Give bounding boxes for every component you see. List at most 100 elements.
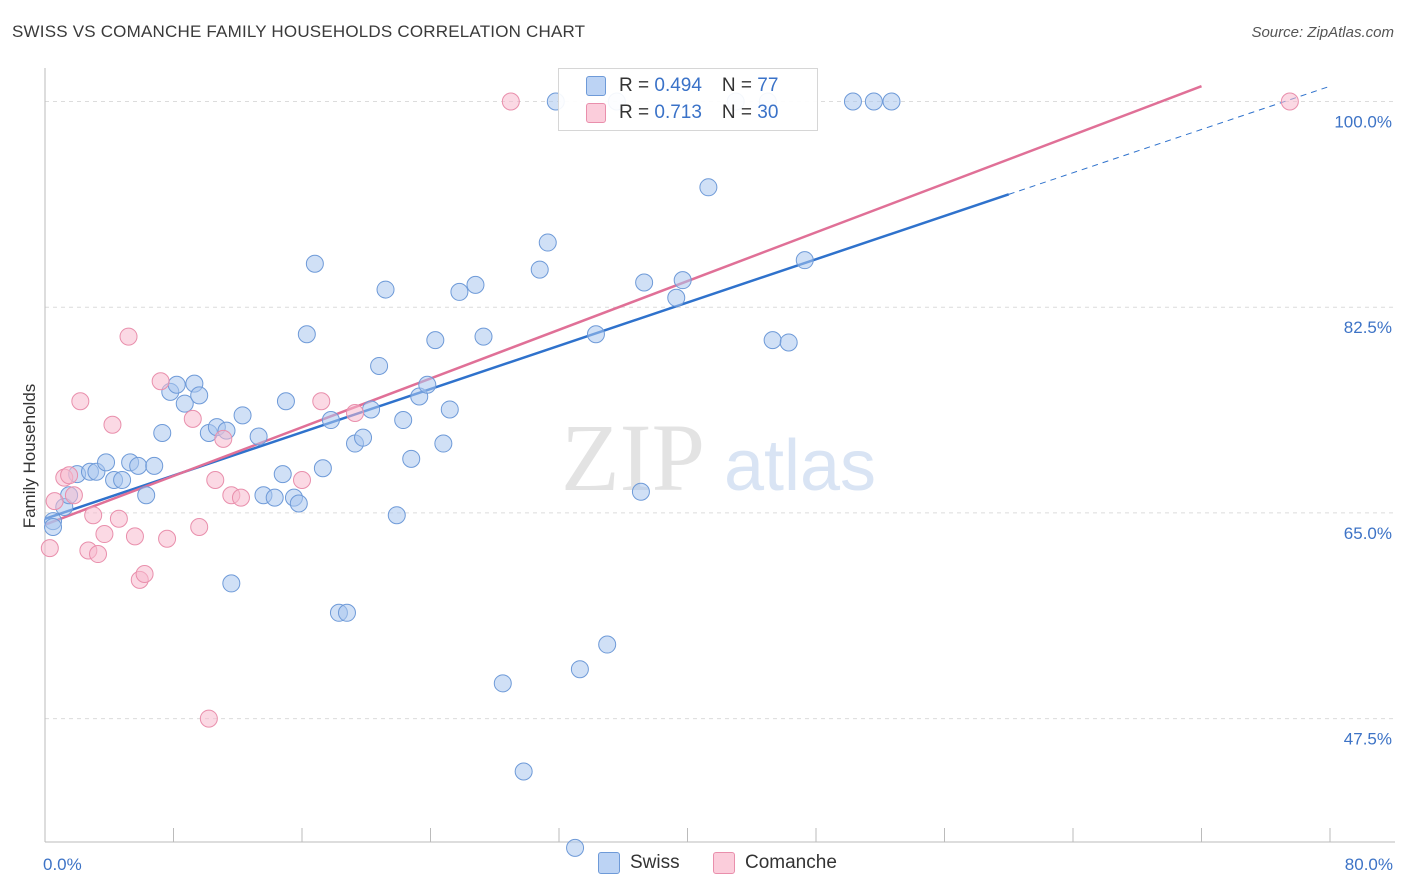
comanche-point xyxy=(64,486,83,505)
swiss-point xyxy=(763,331,782,350)
swiss-point xyxy=(362,400,381,419)
swiss-point xyxy=(474,327,493,346)
swiss-point xyxy=(305,254,324,273)
swiss-point xyxy=(673,271,692,290)
chart-title: SWISS VS COMANCHE FAMILY HOUSEHOLDS CORR… xyxy=(12,22,586,41)
comanche-point xyxy=(231,488,250,507)
swiss-point xyxy=(190,386,209,405)
comanche-point xyxy=(40,539,59,558)
swiss-r-label: R = xyxy=(619,75,655,96)
swiss-point xyxy=(434,434,453,453)
zipatlas-watermark: ZIP atlas xyxy=(561,404,876,511)
swiss-point xyxy=(493,674,512,693)
swiss-point xyxy=(795,251,814,270)
y-tick-label: 47.5% xyxy=(1344,730,1392,749)
comanche-r-label: R = xyxy=(619,102,655,123)
swiss-point xyxy=(265,488,284,507)
comanche-point xyxy=(158,529,177,548)
swiss-n-value: 77 xyxy=(757,75,779,96)
legend-row-comanche: R = 0.713 N = 30 xyxy=(586,101,778,125)
swiss-point xyxy=(387,506,406,525)
watermark-atlas: atlas xyxy=(724,426,876,506)
legend-item-swiss[interactable]: Swiss xyxy=(598,852,680,874)
trend-lines xyxy=(44,85,1331,526)
comanche-point xyxy=(95,525,114,544)
comanche-point xyxy=(119,327,138,346)
comanche-trend-line xyxy=(44,85,1202,526)
swiss-point xyxy=(440,400,459,419)
comanche-swatch xyxy=(586,103,606,123)
swiss-point xyxy=(321,411,340,430)
legend-swiss-label: Swiss xyxy=(630,852,680,873)
swiss-trend-extension xyxy=(1008,85,1331,195)
chart-source: Source: ZipAtlas.com xyxy=(1251,24,1394,41)
legend-row-swiss: R = 0.494 N = 77 xyxy=(586,74,778,98)
swiss-point xyxy=(864,92,883,111)
swiss-point xyxy=(699,178,718,197)
swiss-point xyxy=(566,838,585,857)
swiss-point xyxy=(113,470,132,489)
swiss-point xyxy=(222,574,241,593)
swiss-point xyxy=(530,260,549,279)
swiss-point xyxy=(586,325,605,344)
swiss-point xyxy=(394,411,413,430)
comanche-point xyxy=(183,409,202,428)
swiss-r-value: 0.494 xyxy=(654,75,702,96)
swiss-point xyxy=(97,453,116,472)
comanche-point xyxy=(109,509,128,528)
y-tick-label: 100.0% xyxy=(1334,113,1392,132)
y-tick-label: 65.0% xyxy=(1344,524,1392,543)
swiss-point xyxy=(466,275,485,294)
swiss-point xyxy=(370,356,389,375)
swiss-point xyxy=(667,288,686,307)
comanche-point xyxy=(199,709,218,728)
comanche-stats: R = 0.713 N = 30 xyxy=(619,102,778,124)
swiss-point xyxy=(354,428,373,447)
swiss-point xyxy=(145,456,164,475)
swiss-point xyxy=(570,660,589,679)
legend-swiss-swatch xyxy=(598,852,620,874)
swiss-point xyxy=(313,459,332,478)
swiss-point xyxy=(418,375,437,394)
comanche-point xyxy=(206,470,225,489)
comanche-point xyxy=(60,466,79,485)
swiss-point xyxy=(402,449,421,468)
swiss-point xyxy=(175,394,194,413)
swiss-point xyxy=(376,280,395,299)
swiss-point xyxy=(514,762,533,781)
swiss-point xyxy=(276,392,295,411)
comanche-point xyxy=(293,470,311,489)
swiss-point xyxy=(273,465,292,484)
swiss-n-label: N = xyxy=(721,75,758,96)
legend-item-comanche[interactable]: Comanche xyxy=(713,852,837,874)
comanche-point xyxy=(1280,92,1299,111)
swiss-point xyxy=(233,406,252,425)
swiss-point xyxy=(289,494,308,513)
swiss-point xyxy=(538,233,557,252)
swiss-point xyxy=(882,92,901,111)
comanche-point xyxy=(135,565,154,584)
swiss-point xyxy=(137,486,156,505)
swiss-point xyxy=(129,456,148,475)
comanche-n-label: N = xyxy=(721,102,758,123)
comanche-point xyxy=(89,545,108,564)
series-legend: Swiss Comanche xyxy=(0,852,1406,878)
swiss-swatch xyxy=(586,76,606,96)
swiss-point xyxy=(153,423,172,442)
swiss-point xyxy=(426,331,445,350)
swiss-point xyxy=(249,427,268,446)
swiss-point xyxy=(843,92,862,111)
comanche-point xyxy=(151,372,170,391)
y-tick-label: 82.5% xyxy=(1344,318,1392,337)
comanche-point xyxy=(84,506,103,525)
comanche-point xyxy=(190,517,209,536)
comanche-point xyxy=(312,392,331,411)
swiss-point xyxy=(631,482,650,501)
x-tick-label-max: 80.0% xyxy=(1345,855,1393,874)
swiss-point xyxy=(297,325,316,344)
tick-labels: 47.5% 65.0% 82.5% 100.0% 0.0% 80.0% xyxy=(43,113,1393,874)
swiss-point xyxy=(450,282,469,301)
swiss-stats: R = 0.494 N = 77 xyxy=(619,75,778,97)
correlation-legend: R = 0.494 N = 77 R = 0.713 N = 30 xyxy=(558,68,818,131)
comanche-point xyxy=(45,492,64,511)
